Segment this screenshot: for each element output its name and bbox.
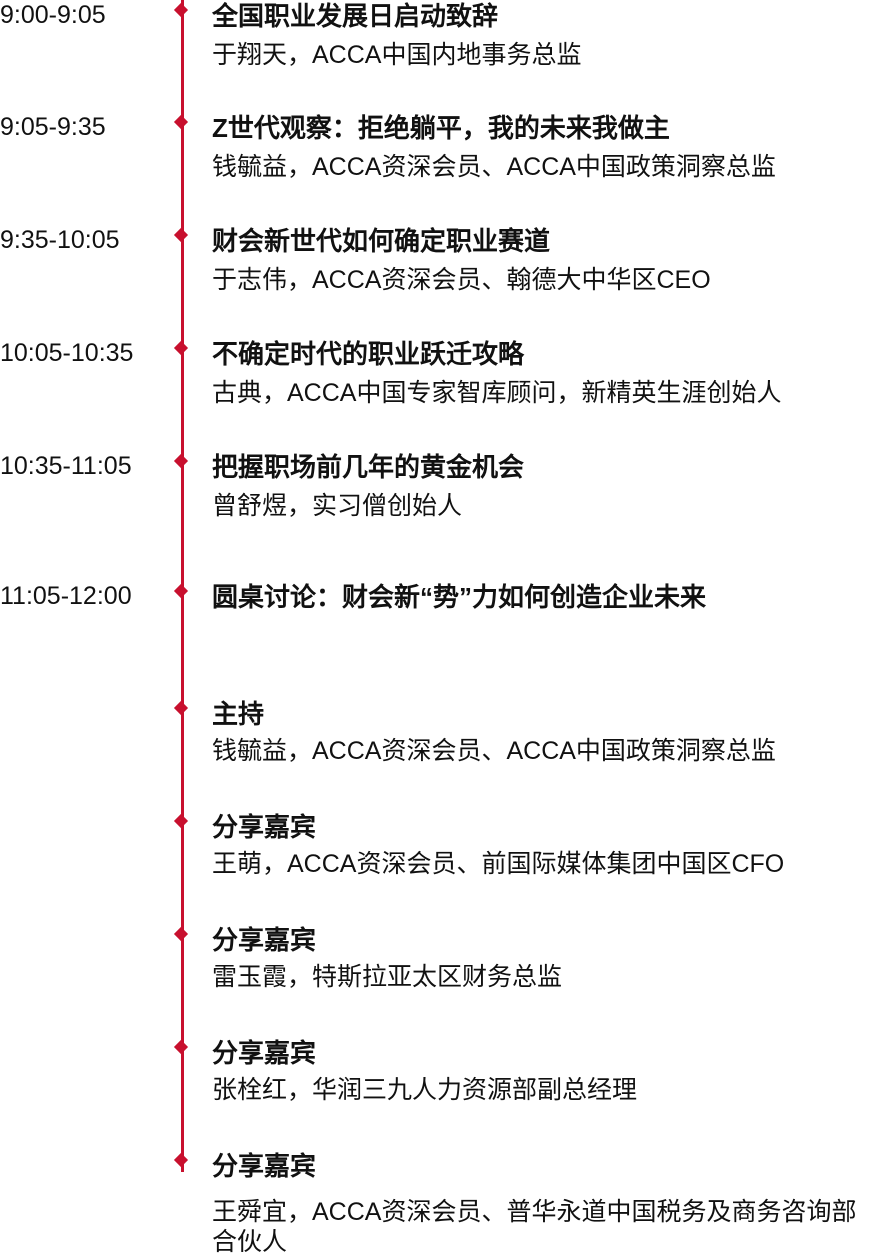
timeline-marker: [173, 1039, 189, 1055]
timeline-marker: [173, 453, 189, 469]
session-title: 不确定时代的职业跃迁攻略: [212, 339, 525, 369]
timeline-marker: [173, 227, 189, 243]
session-title: 全国职业发展日启动致辞: [212, 1, 499, 31]
session-time: 11:05-12:00: [0, 582, 132, 610]
panel-role: 分享嘉宾: [212, 1151, 317, 1181]
panel-role: 分享嘉宾: [212, 812, 317, 842]
session-time: 10:35-11:05: [0, 452, 132, 480]
session-title: 把握职场前几年的黄金机会: [212, 452, 525, 482]
session-time: 9:00-9:05: [0, 1, 106, 29]
timeline-marker: [173, 813, 189, 829]
panel-speaker: 张栓红，华润三九人力资源部副总经理: [212, 1076, 638, 1104]
panel-speaker: 王舜宜，ACCA资深会员、普华永道中国税务及商务咨询部合伙人: [212, 1198, 857, 1256]
session-title: Z世代观察：拒绝躺平，我的未来我做主: [212, 113, 670, 143]
panel-role: 主持: [212, 699, 265, 729]
session-time: 9:35-10:05: [0, 226, 120, 254]
session-speaker: 于志伟，ACCA资深会员、翰德大中华区CEO: [212, 266, 711, 294]
session-title: 圆桌讨论：财会新“势”力如何创造企业未来: [212, 582, 707, 612]
session-speaker: 曾舒煜，实习僧创始人: [212, 492, 463, 520]
timeline-marker: [173, 700, 189, 716]
panel-speaker: 雷玉霞，特斯拉亚太区财务总监: [212, 963, 563, 991]
session-speaker: 钱毓益，ACCA资深会员、ACCA中国政策洞察总监: [212, 153, 776, 181]
session-speaker: 于翔天，ACCA中国内地事务总监: [212, 41, 582, 69]
panel-role: 分享嘉宾: [212, 1038, 317, 1068]
session-title: 财会新世代如何确定职业赛道: [212, 226, 551, 256]
session-time: 10:05-10:35: [0, 339, 134, 367]
panel-speaker: 钱毓益，ACCA资深会员、ACCA中国政策洞察总监: [212, 737, 776, 765]
timeline-marker: [173, 2, 189, 18]
panel-role: 分享嘉宾: [212, 925, 317, 955]
timeline-marker: [173, 926, 189, 942]
session-time: 9:05-9:35: [0, 113, 106, 141]
timeline-marker: [173, 583, 189, 599]
timeline-marker: [173, 114, 189, 130]
panel-speaker: 王萌，ACCA资深会员、前国际媒体集团中国区CFO: [212, 850, 785, 878]
session-speaker: 古典，ACCA中国专家智库顾问，新精英生涯创始人: [212, 379, 782, 407]
timeline-marker: [173, 340, 189, 356]
timeline-marker: [173, 1152, 189, 1168]
